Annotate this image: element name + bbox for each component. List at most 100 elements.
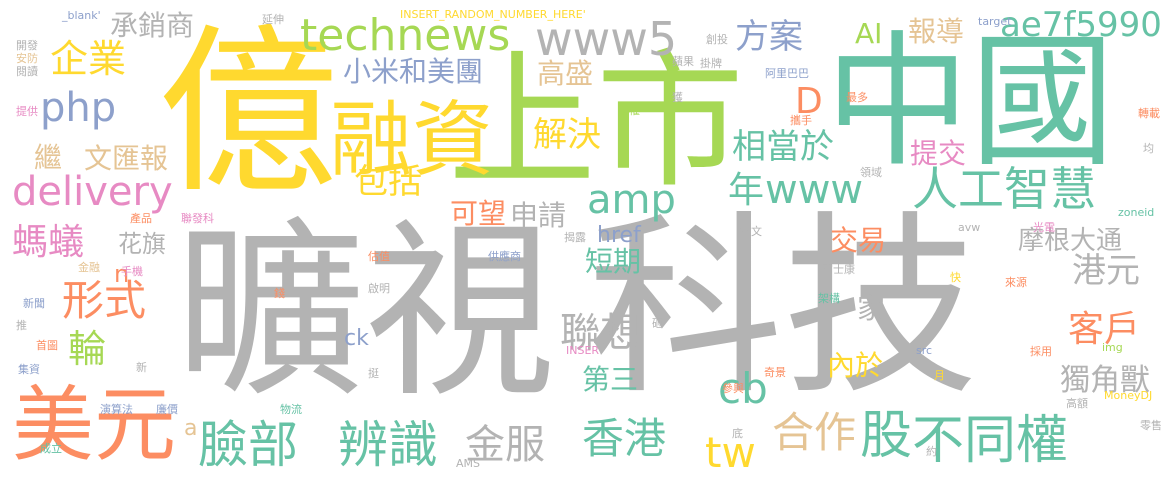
word: 人工智慧: [912, 162, 1096, 216]
word: 掛牌: [700, 57, 722, 70]
word: 不同權: [912, 411, 1069, 471]
word: INSERT_RANDOM_NUMBER_HERE': [400, 8, 586, 21]
word: 本文: [740, 225, 762, 238]
word: 推: [16, 319, 27, 332]
word: 架構: [818, 292, 840, 305]
word: 底: [732, 427, 743, 440]
word: 申請: [510, 199, 567, 232]
word: 授權: [618, 104, 640, 117]
word: 客戶: [1068, 309, 1141, 350]
word: 聯想: [560, 310, 640, 356]
word: 融資: [330, 93, 495, 188]
word: 安防: [16, 52, 38, 65]
word: 家: [857, 292, 886, 325]
word: 獲: [672, 91, 683, 104]
word: 首圖: [36, 339, 58, 352]
word: 聯發科: [181, 212, 214, 225]
word: 報導: [908, 15, 965, 48]
word: 物流: [280, 403, 302, 416]
word: 啟明: [368, 282, 390, 295]
word: 文匯報: [84, 142, 169, 175]
word: 第三: [582, 363, 639, 396]
word: 揭露: [564, 231, 586, 244]
word: 高額: [1066, 397, 1088, 410]
word: 輪: [68, 327, 107, 371]
word: 解決: [533, 115, 601, 155]
word: 獨角獸: [1060, 363, 1150, 398]
word: 摩根大通: [1018, 226, 1123, 256]
word: 承銷商: [110, 9, 195, 42]
word: 年: [728, 170, 765, 211]
word: n: [114, 260, 130, 288]
word: img: [1102, 341, 1123, 354]
word: ae7f5990: [1000, 5, 1162, 45]
word: AMS: [456, 457, 480, 470]
word: 螞蟻: [12, 222, 85, 263]
word: 新: [136, 361, 147, 374]
word: 企業: [50, 37, 127, 81]
word: 供應商: [488, 250, 521, 263]
word: 演算法: [100, 403, 133, 416]
word: 可望: [450, 197, 507, 230]
word: avw: [958, 221, 981, 234]
word: www5: [535, 12, 678, 66]
word: 中國: [825, 18, 1115, 187]
word: INSER: [566, 344, 600, 357]
word: 約: [926, 445, 937, 458]
word: 億: [158, 9, 339, 218]
word: technews: [300, 10, 511, 61]
word: 花旗: [118, 230, 166, 258]
word: 股: [860, 406, 913, 466]
word: _blank': [62, 9, 101, 22]
word: 轉載: [1138, 107, 1160, 120]
word: AI: [855, 17, 883, 50]
word: 上市: [448, 36, 744, 208]
word: 曠視: [175, 202, 556, 423]
word: 方案: [735, 17, 803, 57]
word: 小米和美團: [343, 55, 484, 88]
word: 蘋果: [672, 55, 694, 68]
word: 閱讀: [16, 65, 38, 78]
word: 廉價: [156, 403, 178, 416]
word: 手機: [121, 265, 143, 278]
word: 港元: [1072, 251, 1140, 291]
word: 臉部: [198, 416, 298, 474]
word: 錢: [274, 287, 285, 300]
word: 參與: [722, 382, 744, 395]
word: 來源: [1005, 276, 1027, 289]
word: 科技: [588, 194, 978, 421]
word: 攜手: [790, 114, 812, 127]
word: href: [597, 223, 641, 248]
word: 高盛: [537, 57, 594, 90]
word: 香港: [582, 414, 667, 463]
word: 月: [934, 369, 945, 382]
word: 延伸: [262, 13, 284, 26]
word: 創投: [706, 33, 728, 46]
word: 富士康: [822, 263, 855, 276]
word: 短期: [585, 245, 642, 278]
word: src: [916, 344, 933, 357]
word: 內於: [827, 349, 884, 382]
word: php: [40, 85, 117, 131]
word: 交易: [830, 224, 887, 257]
word: 合作: [772, 408, 857, 457]
word: 開發: [16, 39, 38, 52]
word: 零售: [1140, 419, 1162, 432]
word: 均: [1143, 142, 1154, 155]
word: a: [184, 416, 198, 441]
word: zoneid: [1118, 206, 1155, 219]
word: 產品: [130, 212, 152, 225]
word: 金服: [465, 422, 545, 468]
word: 挺: [368, 367, 379, 380]
word: 阿里巴巴: [765, 67, 809, 80]
word: cb: [718, 364, 768, 413]
word: 砸: [652, 317, 663, 330]
word: 估值: [368, 250, 390, 263]
word: 形式: [62, 276, 147, 325]
word: 採用: [1030, 345, 1052, 358]
word: 提供: [16, 105, 38, 118]
word: ck: [344, 326, 369, 351]
word: 相當於: [732, 127, 834, 167]
word: target: [978, 15, 1012, 28]
word: 快: [950, 271, 961, 284]
